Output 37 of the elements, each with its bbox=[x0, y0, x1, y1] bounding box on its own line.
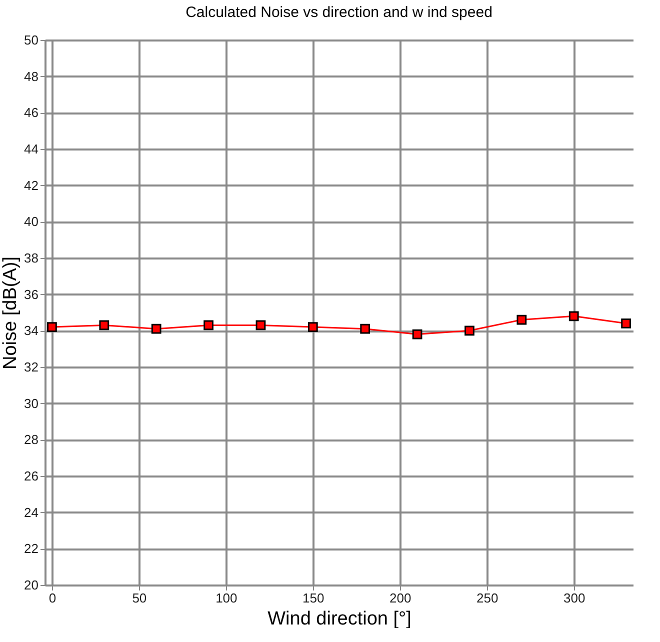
y-tick-label: 38 bbox=[24, 250, 38, 266]
point bbox=[412, 329, 422, 340]
point bbox=[308, 322, 318, 332]
y-tick-label: 24 bbox=[24, 504, 38, 520]
point bbox=[204, 320, 214, 330]
y-tick-label: 42 bbox=[24, 178, 38, 193]
y-tick-label: 26 bbox=[24, 468, 38, 484]
y-axis-title: Noise [dB(A)] bbox=[0, 256, 22, 370]
x-tick-label: 100 bbox=[216, 590, 238, 606]
y-tick-label: 50 bbox=[24, 32, 38, 48]
x-tick-label: 150 bbox=[302, 590, 324, 606]
x-tick-label: 300 bbox=[564, 590, 586, 606]
x-tick-label: 0 bbox=[48, 590, 56, 606]
point bbox=[464, 326, 474, 336]
y-tick-label: 46 bbox=[24, 105, 38, 120]
y-tick-label: 36 bbox=[24, 286, 38, 302]
y-tick-label: 34 bbox=[24, 323, 38, 338]
point bbox=[256, 320, 266, 330]
point bbox=[151, 324, 162, 334]
x-tick-label: 200 bbox=[390, 590, 412, 606]
point bbox=[360, 324, 370, 334]
x-tick-label: 250 bbox=[476, 590, 498, 606]
y-tick-label: 40 bbox=[24, 214, 38, 230]
y-tick-label: 22 bbox=[24, 541, 38, 556]
point bbox=[99, 320, 110, 330]
y-tick-label: 28 bbox=[24, 432, 38, 448]
y-tick-label: 20 bbox=[24, 578, 38, 592]
y-tick-label: 30 bbox=[24, 396, 38, 411]
y-tick-label: 44 bbox=[24, 142, 38, 156]
point bbox=[568, 311, 579, 322]
y-tick-label: 48 bbox=[24, 68, 38, 84]
point bbox=[47, 322, 57, 332]
chart-title: Calculated Noise vs direction and w ind speed bbox=[186, 4, 492, 21]
point bbox=[621, 318, 631, 328]
x-tick-label: 50 bbox=[132, 590, 147, 606]
point bbox=[516, 314, 527, 325]
y-tick-label: 32 bbox=[24, 360, 38, 374]
